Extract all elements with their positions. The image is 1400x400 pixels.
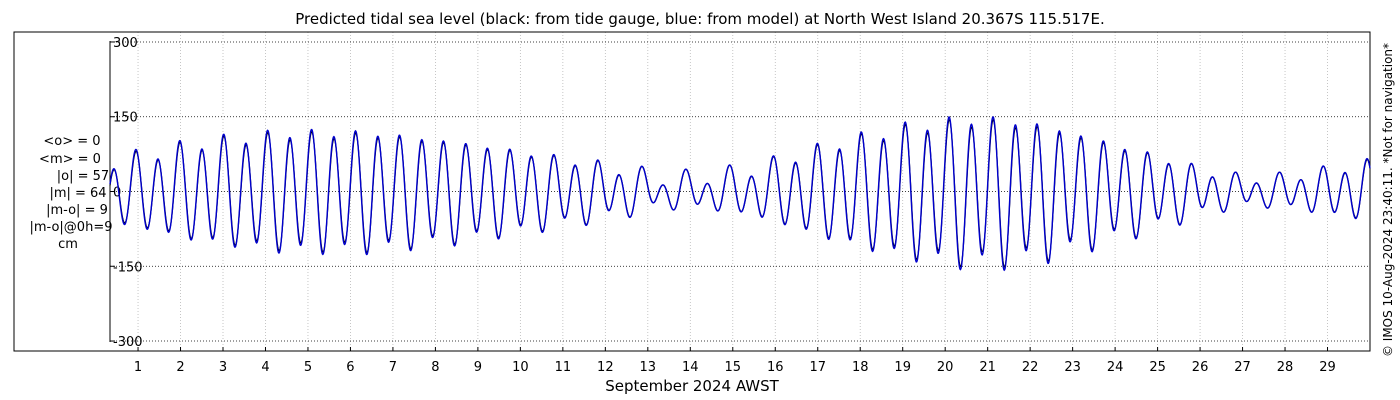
stat-abs-diff-0h: |m-o|@0h=9 xyxy=(30,220,113,235)
series-gauge-line xyxy=(109,118,1371,268)
x-tick-label: 14 xyxy=(682,360,699,375)
x-tick-label: 20 xyxy=(937,360,954,375)
x-tick-label: 27 xyxy=(1234,360,1251,375)
stat-abs-obs: |o| = 57 xyxy=(57,169,109,184)
x-tick-label: 11 xyxy=(555,360,572,375)
y-tick-label: 150 xyxy=(113,111,138,126)
x-tick-label: 7 xyxy=(389,360,397,375)
series-model-line xyxy=(109,116,1371,272)
x-tick-label: 17 xyxy=(809,360,826,375)
x-tick-label: 13 xyxy=(640,360,657,375)
x-tick-label: 25 xyxy=(1149,360,1166,375)
stat-mean-obs: <o> = 0 xyxy=(43,134,100,149)
x-tick-label: 9 xyxy=(474,360,482,375)
grid xyxy=(110,32,1370,351)
x-tick-label: 18 xyxy=(852,360,869,375)
x-tick-label: 3 xyxy=(219,360,227,375)
plot-frame xyxy=(13,31,1371,352)
copyright-note: © IMOS 10-Aug-2024 23:40:11. *Not for na… xyxy=(1381,43,1395,357)
x-tick-label: 12 xyxy=(597,360,614,375)
stat-mean-model: <m> = 0 xyxy=(39,152,101,167)
x-tick-label: 10 xyxy=(512,360,529,375)
x-tick-label: 28 xyxy=(1277,360,1294,375)
x-tick-label: 26 xyxy=(1192,360,1209,375)
x-tick-label: 4 xyxy=(261,360,269,375)
x-tick-label: 23 xyxy=(1064,360,1081,375)
y-tick-label: -150 xyxy=(113,260,143,275)
stats-panel: <o> = 0 <m> = 0 |o| = 57 |m| = 64 |m-o| … xyxy=(30,134,113,252)
chart-title: Predicted tidal sea level (black: from t… xyxy=(295,10,1104,28)
y-tick-label: 0 xyxy=(113,186,121,201)
x-tick-label: 16 xyxy=(767,360,784,375)
x-tick-label: 5 xyxy=(304,360,312,375)
stat-abs-diff: |m-o| = 9 xyxy=(46,203,108,218)
stat-unit: cm xyxy=(58,237,78,252)
stat-abs-model: |m| = 64 xyxy=(49,186,106,201)
x-tick-label: 6 xyxy=(346,360,354,375)
series-group xyxy=(109,116,1371,272)
x-axis-label: September 2024 AWST xyxy=(605,377,779,395)
y-tick-label: 300 xyxy=(113,36,138,51)
x-tick-label: 21 xyxy=(979,360,996,375)
x-tick-label: 8 xyxy=(431,360,439,375)
x-tick-label: 2 xyxy=(176,360,184,375)
x-tick-label: 24 xyxy=(1107,360,1124,375)
x-tick-label: 19 xyxy=(894,360,911,375)
x-tick-label: 15 xyxy=(725,360,742,375)
x-tick-label: 22 xyxy=(1022,360,1039,375)
y-tick-label: -300 xyxy=(113,335,143,350)
x-tick-label: 29 xyxy=(1319,360,1336,375)
x-tick-label: 1 xyxy=(134,360,142,375)
